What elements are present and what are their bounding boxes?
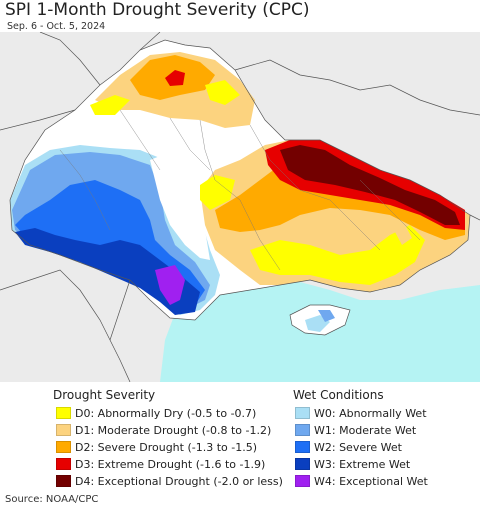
legend-label-d4: D4: Exceptional Drought (-2.0 or less) bbox=[75, 474, 283, 488]
wet-legend-heading: Wet Conditions bbox=[293, 388, 384, 402]
drought-legend-heading: Drought Severity bbox=[53, 388, 156, 402]
legend-item-w2: W2: Severe Wet bbox=[295, 440, 402, 454]
drought-map bbox=[0, 32, 480, 382]
legend-label-d2: D2: Severe Drought (-1.3 to -1.5) bbox=[75, 440, 258, 454]
legend-label-w4: W4: Exceptional Wet bbox=[314, 474, 428, 488]
legend-swatch-w4 bbox=[295, 475, 310, 487]
north-d0-patch bbox=[205, 80, 240, 105]
legend-item-d2: D2: Severe Drought (-1.3 to -1.5) bbox=[56, 440, 257, 454]
legend-item-d1: D1: Moderate Drought (-0.8 to -1.2) bbox=[56, 423, 271, 437]
legend-item-d4: D4: Exceptional Drought (-2.0 or less) bbox=[56, 474, 283, 488]
east-d2-region bbox=[215, 160, 465, 240]
legend-label-w3: W3: Extreme Wet bbox=[314, 457, 411, 471]
legend-item-w3: W3: Extreme Wet bbox=[295, 457, 410, 471]
east-d4-region bbox=[280, 145, 460, 225]
legend-swatch-w0 bbox=[295, 407, 310, 419]
legend-swatch-w1 bbox=[295, 424, 310, 436]
east-d1-hole bbox=[395, 225, 412, 245]
legend-label-d1: D1: Moderate Drought (-0.8 to -1.2) bbox=[75, 423, 272, 437]
legend-swatch-d1 bbox=[56, 424, 71, 436]
oblast-lines bbox=[59, 109, 421, 271]
legend-label-w1: W1: Moderate Wet bbox=[314, 423, 417, 437]
border-lines bbox=[0, 32, 480, 382]
legend-item-w4: W4: Exceptional Wet bbox=[295, 474, 428, 488]
legend-label-d0: D0: Abnormally Dry (-0.5 to -0.7) bbox=[75, 406, 257, 420]
legend-swatch-d0 bbox=[56, 407, 71, 419]
legend-swatch-w2 bbox=[295, 441, 310, 453]
legend-swatch-d2 bbox=[56, 441, 71, 453]
east-d0-west bbox=[200, 175, 235, 210]
map-title: SPI 1-Month Drought Severity (CPC) bbox=[5, 0, 310, 20]
legend-item-w0: W0: Abnormally Wet bbox=[295, 406, 427, 420]
crimea-w1 bbox=[318, 310, 335, 322]
north-d3-spot bbox=[165, 70, 185, 86]
legend-swatch-d4 bbox=[56, 475, 71, 487]
west-w4-region bbox=[155, 265, 185, 305]
east-d0-south bbox=[250, 225, 425, 285]
legend-label-w0: W0: Abnormally Wet bbox=[314, 406, 427, 420]
legend-swatch-d3 bbox=[56, 458, 71, 470]
west-w3-region bbox=[15, 228, 200, 315]
legend-item-d3: D3: Extreme Drought (-1.6 to -1.9) bbox=[56, 457, 265, 471]
source-credit: Source: NOAA/CPC bbox=[5, 494, 99, 505]
central-neutral bbox=[150, 150, 210, 260]
legend-label-w2: W2: Severe Wet bbox=[314, 440, 402, 454]
legend-label-d3: D3: Extreme Drought (-1.6 to -1.9) bbox=[75, 457, 266, 471]
map-subtitle: Sep. 6 - Oct. 5, 2024 bbox=[7, 21, 106, 32]
legend-item-w1: W1: Moderate Wet bbox=[295, 423, 416, 437]
legend-item-d0: D0: Abnormally Dry (-0.5 to -0.7) bbox=[56, 406, 256, 420]
legend-swatch-w3 bbox=[295, 458, 310, 470]
